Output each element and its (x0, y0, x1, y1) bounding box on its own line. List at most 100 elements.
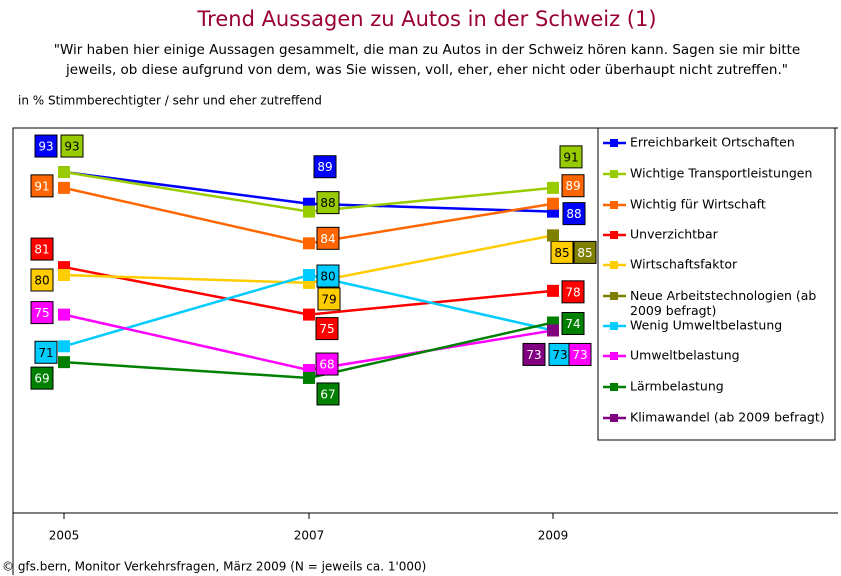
data-label-box (550, 240, 574, 264)
marker (58, 181, 70, 194)
data-label: 84 (320, 232, 335, 246)
marker (303, 237, 315, 250)
legend-label: Wirtschaftsfaktor (630, 257, 738, 272)
data-label-box (316, 191, 340, 215)
marker (547, 197, 559, 210)
data-label: 91 (34, 179, 49, 193)
legend-label-line: 2009 befragt) (630, 303, 716, 318)
x-tick-label: 2005 (49, 529, 80, 543)
data-label-box (573, 240, 597, 264)
marker (303, 308, 315, 321)
data-label-box (315, 352, 339, 376)
source: © gfs.bern, Monitor Verkehrsfragen, März… (2, 560, 426, 574)
data-label-box (316, 382, 340, 406)
data-label-box (561, 280, 585, 304)
marker (547, 229, 559, 242)
data-label-box (30, 366, 54, 390)
legend-label: Wenig Umweltbelastung (630, 318, 782, 333)
data-label: 85 (554, 246, 569, 260)
data-label: 74 (565, 317, 580, 331)
data-label-box (313, 155, 337, 179)
data-label-box (30, 268, 54, 292)
data-label-box (30, 174, 54, 198)
data-label: 67 (320, 387, 335, 401)
data-label-box (561, 312, 585, 336)
legend-swatch (610, 383, 618, 391)
chart-title: Trend Aussagen zu Autos in der Schweiz (… (196, 7, 656, 31)
legend (597, 127, 836, 441)
legend-swatch (610, 139, 618, 147)
data-label-box (316, 264, 340, 288)
marker (303, 371, 315, 384)
marker (547, 284, 559, 297)
data-label-box (317, 287, 341, 311)
frame (12, 127, 838, 575)
legend-swatch (610, 170, 618, 178)
data-label: 89 (565, 179, 580, 193)
subtitle: "Wir haben hier einige Aussagen gesammel… (54, 42, 800, 58)
data-label: 75 (319, 322, 334, 336)
data-label: 71 (38, 346, 53, 360)
marker (58, 308, 70, 321)
data-label-box (316, 226, 340, 250)
data-label: 93 (38, 140, 53, 154)
data-label-box (561, 174, 585, 198)
legend-label-line: Neue Arbeitstechnologien (ab (630, 288, 816, 303)
data-label: 89 (317, 160, 332, 174)
data-label: 81 (34, 243, 49, 257)
legend-swatch (610, 201, 618, 209)
data-label: 73 (572, 348, 587, 362)
marker (303, 269, 315, 281)
marker (547, 324, 559, 337)
data-label: 85 (577, 246, 592, 260)
data-label: 69 (34, 372, 49, 386)
legend-swatch (610, 352, 618, 360)
data-label: 73 (552, 348, 567, 362)
marker (303, 205, 315, 218)
legend-label: Wichtig für Wirtschaft (630, 197, 766, 212)
legend-label: Klimawandel (ab 2009 befragt) (630, 410, 825, 425)
marker (58, 356, 70, 369)
data-label-box (315, 317, 339, 341)
x-tick-label: 2009 (538, 529, 569, 543)
data-label-box (522, 342, 546, 366)
data-label-box (562, 202, 586, 226)
note: in % Stimmberechtigter / sehr und eher z… (18, 94, 322, 108)
legend-swatch (610, 261, 618, 269)
data-label: 88 (320, 196, 335, 210)
legend-swatch (610, 322, 618, 330)
data-label: 68 (319, 358, 334, 372)
legend-label: Lärmbelastung (630, 379, 724, 394)
data-label: 88 (566, 207, 581, 221)
data-label: 75 (34, 306, 49, 320)
marker (547, 181, 559, 194)
data-label-box (34, 340, 58, 364)
data-label: 80 (34, 274, 49, 288)
legend-swatch (610, 231, 618, 239)
legend-swatch (610, 414, 618, 422)
data-label-box (568, 342, 592, 366)
legend-swatch (610, 292, 618, 300)
data-label: 73 (526, 348, 541, 362)
data-label-box (30, 237, 54, 261)
data-label: 91 (563, 150, 578, 164)
data-label-box (559, 145, 583, 169)
data-label-box (34, 134, 58, 158)
data-label-box (30, 301, 54, 325)
marker (58, 269, 70, 281)
data-label: 79 (321, 292, 336, 306)
data-label-box (60, 134, 84, 158)
subtitle: jeweils, ob diese aufgrund von dem, was … (65, 62, 788, 78)
legend-label: Erreichbarkeit Ortschaften (630, 135, 795, 150)
legend-label: Wichtige Transportleistungen (630, 166, 812, 181)
x-tick-label: 2007 (294, 529, 325, 543)
legend-label: Unverzichtbar (630, 227, 719, 242)
marker (58, 166, 70, 179)
legend-label: Neue Arbeitstechnologien (ab 2009 befragt… (630, 288, 816, 318)
legend-label: Umweltbelastung (630, 348, 740, 363)
data-label: 93 (64, 140, 79, 154)
data-label: 80 (320, 270, 335, 284)
marker (58, 340, 70, 353)
data-label: 78 (565, 285, 580, 299)
